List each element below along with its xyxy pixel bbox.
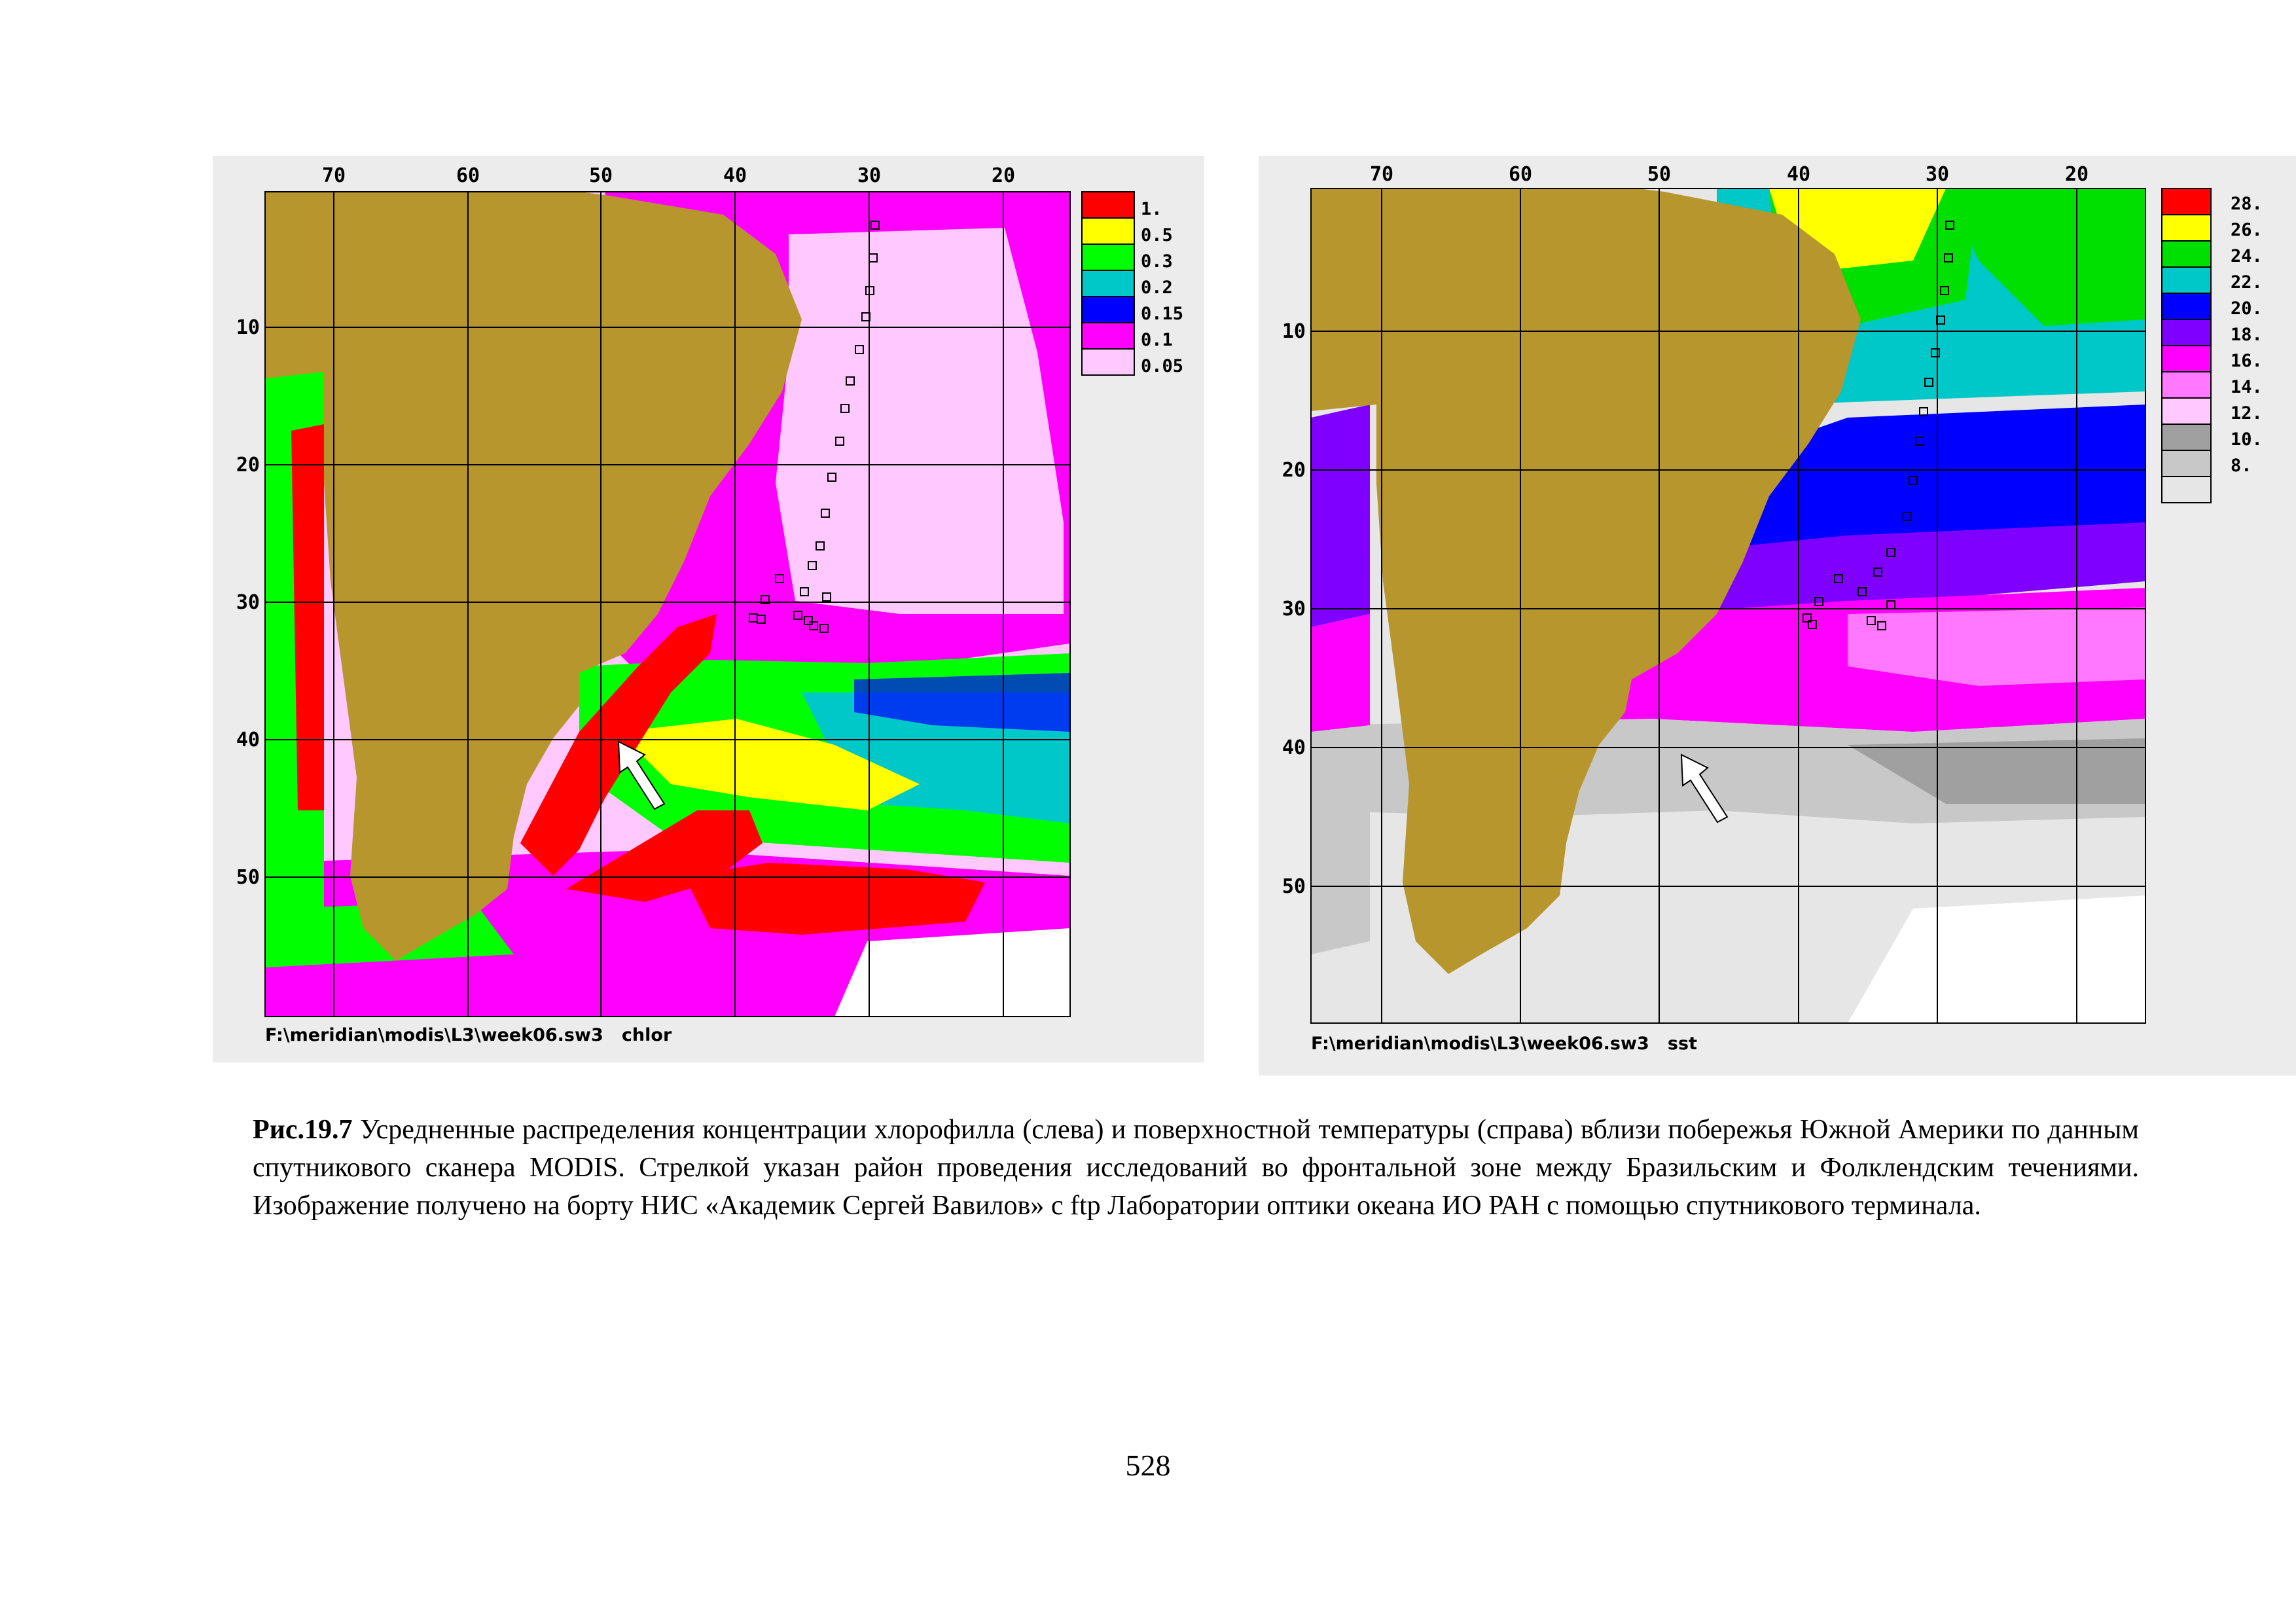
lon-label: 50 bbox=[589, 164, 613, 187]
legend-swatch bbox=[2161, 214, 2212, 242]
lat-lon-grid bbox=[265, 192, 1070, 1017]
legend-label: 18. bbox=[2231, 325, 2263, 345]
lat-label: 30 bbox=[236, 591, 260, 614]
legend-label: 0.5 bbox=[1141, 225, 1173, 245]
lon-label: 70 bbox=[322, 164, 346, 187]
legend-swatch bbox=[1081, 244, 1135, 271]
chlorophyll-map-panel: 70 60 50 40 30 20 10 20 30 40 50 1. 0.5 … bbox=[213, 156, 1204, 1062]
land-mass bbox=[1311, 189, 1861, 974]
lon-label: 60 bbox=[1509, 163, 1532, 186]
legend-swatch bbox=[1081, 217, 1135, 245]
legend-swatch bbox=[2161, 450, 2212, 477]
legend-label: 1. bbox=[1141, 199, 1162, 219]
legend-label: 24. bbox=[2231, 246, 2263, 266]
study-area-arrow bbox=[1680, 753, 1729, 823]
legend-label: 0.1 bbox=[1141, 330, 1173, 350]
lat-label: 20 bbox=[236, 454, 260, 477]
land-mass bbox=[265, 192, 802, 961]
lat-lon-grid bbox=[1311, 189, 2145, 1023]
chlorophyll-field bbox=[265, 192, 1070, 1017]
legend-label: 14. bbox=[2231, 377, 2263, 397]
legend-label: 0.05 bbox=[1141, 356, 1183, 376]
station-markers bbox=[749, 221, 880, 633]
legend-swatch bbox=[2161, 424, 2212, 451]
lon-label: 40 bbox=[723, 164, 747, 187]
station-markers bbox=[1803, 221, 1954, 630]
figure-caption: Рис.19.7 Усредненные распределения конце… bbox=[253, 1111, 2139, 1225]
lon-label: 30 bbox=[1926, 163, 1949, 186]
lat-label: 20 bbox=[1282, 459, 1306, 482]
file-path-label: F:\meridian\modis\L3\week06.sw3 sst bbox=[1311, 1034, 1697, 1054]
lat-label: 40 bbox=[1282, 736, 1306, 759]
lat-label: 50 bbox=[1282, 875, 1306, 898]
legend-swatch bbox=[2161, 345, 2212, 372]
lat-label: 50 bbox=[236, 866, 260, 889]
lat-label: 10 bbox=[1282, 320, 1306, 343]
legend-swatch bbox=[1081, 191, 1135, 219]
legend-label: 26. bbox=[2231, 220, 2263, 240]
legend-label: 28. bbox=[2231, 194, 2263, 214]
legend-label: 0.2 bbox=[1141, 278, 1173, 298]
sst-map-panel: 70 60 50 40 30 20 10 20 30 40 50 28. 26.… bbox=[1259, 156, 2296, 1075]
legend-label: 16. bbox=[2231, 351, 2263, 371]
legend-label: 0.3 bbox=[1141, 251, 1173, 272]
legend-swatch bbox=[2161, 397, 2212, 425]
lat-label: 40 bbox=[236, 729, 260, 751]
legend-swatch bbox=[2161, 371, 2212, 399]
lon-label: 70 bbox=[1370, 163, 1393, 186]
lon-label: 20 bbox=[992, 164, 1015, 187]
legend-label: 20. bbox=[2231, 298, 2263, 319]
sst-legend: 28. 26. 24. 22. 20. 18. 16. 14. 12. 10. … bbox=[2161, 188, 2263, 503]
legend-swatch bbox=[1081, 270, 1135, 297]
legend-label: 0.15 bbox=[1141, 304, 1183, 324]
lon-label: 20 bbox=[2065, 163, 2089, 186]
page-number: 528 bbox=[1125, 1449, 1171, 1482]
caption-text: Усредненные распределения концентрации х… bbox=[253, 1115, 2139, 1221]
chlorophyll-map: 70 60 50 40 30 20 10 20 30 40 50 1. 0.5 … bbox=[236, 164, 1183, 1045]
legend-swatch bbox=[1081, 296, 1135, 323]
legend-label: 10. bbox=[2231, 429, 2263, 450]
legend-swatch bbox=[2161, 188, 2212, 215]
legend-swatch bbox=[2161, 266, 2212, 294]
lon-label: 60 bbox=[456, 164, 480, 187]
legend-swatch bbox=[2161, 293, 2212, 320]
legend-swatch bbox=[2161, 476, 2212, 503]
chlorophyll-legend: 1. 0.5 0.3 0.2 0.15 0.1 0.05 bbox=[1081, 191, 1183, 376]
legend-swatch bbox=[2161, 240, 2212, 268]
study-area-arrow bbox=[617, 740, 666, 810]
lon-label: 50 bbox=[1647, 163, 1671, 186]
file-path-label: F:\meridian\modis\L3\week06.sw3 chlor bbox=[265, 1025, 672, 1045]
legend-label: 22. bbox=[2231, 272, 2263, 293]
legend-swatch bbox=[2161, 319, 2212, 346]
legend-label: 8. bbox=[2231, 456, 2252, 476]
lat-label: 30 bbox=[1282, 598, 1306, 621]
lon-label: 40 bbox=[1787, 163, 1810, 186]
legend-label: 12. bbox=[2231, 403, 2263, 424]
legend-swatch bbox=[1081, 322, 1135, 350]
sst-map: 70 60 50 40 30 20 10 20 30 40 50 28. 26.… bbox=[1282, 163, 2263, 1054]
legend-swatch bbox=[1081, 348, 1135, 376]
lon-label: 30 bbox=[857, 164, 881, 187]
caption-label: Рис.19.7 bbox=[253, 1115, 353, 1145]
lat-label: 10 bbox=[236, 316, 260, 339]
